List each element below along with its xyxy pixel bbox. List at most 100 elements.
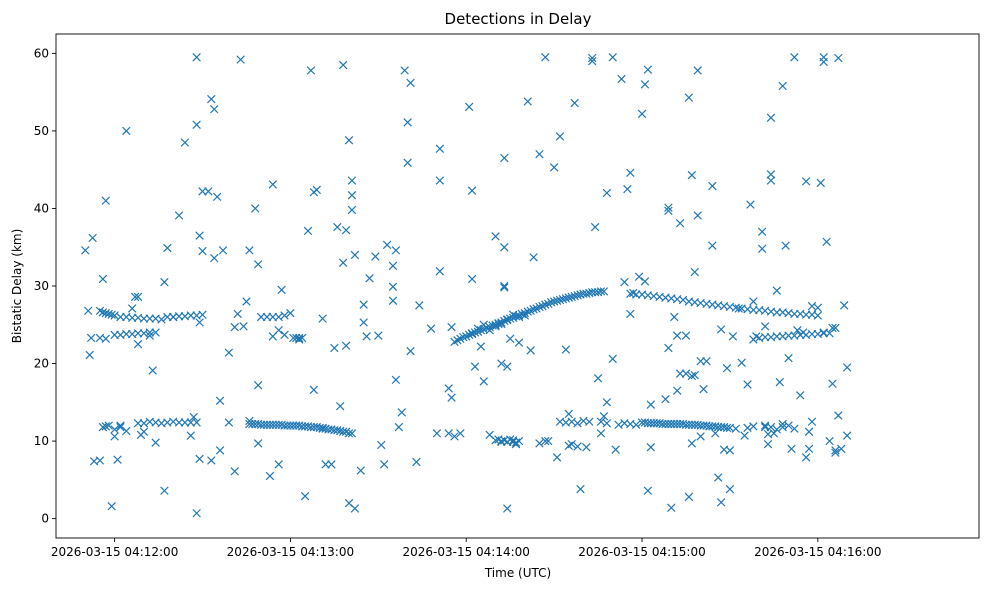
data-point [204, 187, 213, 196]
data-point [356, 466, 365, 475]
data-point [664, 343, 673, 353]
data-point [766, 176, 776, 185]
data-point [596, 429, 606, 438]
data-point [318, 314, 327, 323]
data-point [828, 323, 837, 333]
data-point [230, 322, 239, 332]
chart-title: Detections in Delay [445, 10, 592, 28]
data-point [775, 377, 784, 387]
data-point [837, 444, 846, 454]
data-point [464, 102, 474, 112]
data-point [174, 211, 184, 220]
y-tick-label: 50 [34, 124, 49, 138]
data-point [766, 170, 776, 179]
data-point [585, 417, 594, 426]
data-point [444, 429, 453, 438]
data-point [406, 346, 415, 356]
y-tick-label: 0 [41, 512, 49, 526]
data-point [303, 226, 313, 236]
data-point [573, 419, 582, 428]
data-point [500, 243, 509, 252]
data-point [388, 296, 398, 305]
data-point [88, 233, 97, 243]
data-point [497, 359, 506, 368]
data-point [180, 138, 190, 147]
data-point [711, 429, 720, 438]
data-point [344, 429, 354, 438]
data-point [541, 300, 550, 309]
data-point [766, 113, 776, 122]
data-point [807, 417, 817, 426]
data-point [520, 311, 530, 320]
data-point [251, 204, 260, 213]
data-point [640, 277, 650, 286]
data-point [626, 168, 635, 178]
data-point [713, 473, 723, 482]
data-point [151, 328, 160, 337]
data-point [552, 453, 562, 462]
data-point [116, 421, 125, 430]
data-point [728, 332, 738, 341]
data-point [781, 241, 790, 250]
data-point [359, 318, 368, 327]
data-point [505, 334, 515, 343]
data-point [98, 274, 108, 284]
data-point [286, 308, 295, 318]
data-point [86, 333, 96, 343]
data-point [693, 211, 702, 220]
data-point [629, 288, 638, 298]
data-point [388, 282, 398, 291]
data-point [371, 252, 380, 261]
data-point [587, 53, 597, 63]
data-point [239, 322, 248, 331]
data-point [207, 94, 216, 104]
data-point [643, 65, 653, 74]
data-point [347, 191, 357, 200]
data-point [790, 424, 799, 433]
data-point [101, 196, 111, 205]
data-point [145, 331, 154, 340]
data-point [813, 303, 823, 312]
data-point [467, 186, 477, 195]
data-point [763, 439, 773, 449]
data-point [508, 310, 518, 319]
data-point [338, 258, 348, 267]
data-point [148, 366, 157, 375]
data-point [473, 324, 483, 333]
data-point [338, 60, 348, 70]
data-point [549, 163, 559, 172]
data-point [687, 371, 697, 381]
data-point [81, 246, 90, 255]
data-point [233, 309, 242, 319]
data-point [104, 421, 113, 430]
data-point [195, 454, 204, 464]
data-point [500, 283, 509, 292]
data-point [582, 443, 591, 452]
data-point [784, 353, 793, 363]
data-point [253, 381, 263, 390]
data-point [602, 398, 612, 407]
data-point [397, 408, 406, 417]
data-point [347, 429, 357, 438]
data-point [195, 318, 204, 327]
data-point [687, 170, 697, 180]
data-point [523, 307, 532, 316]
data-point [608, 53, 617, 62]
data-point [661, 394, 670, 404]
data-point [664, 206, 673, 216]
data-point [497, 437, 506, 447]
data-point [793, 325, 802, 335]
data-point [602, 419, 612, 428]
data-point [760, 322, 770, 331]
data-point [769, 429, 779, 438]
data-point [447, 393, 456, 402]
data-point [312, 185, 322, 195]
data-point [834, 411, 843, 420]
data-point [526, 346, 535, 355]
data-point [819, 53, 828, 62]
data-point [391, 246, 401, 255]
data-point [699, 384, 708, 394]
x-tick-label: 2026-03-15 04:15:00 [578, 545, 705, 559]
data-point [350, 504, 360, 513]
data-point [614, 420, 623, 430]
